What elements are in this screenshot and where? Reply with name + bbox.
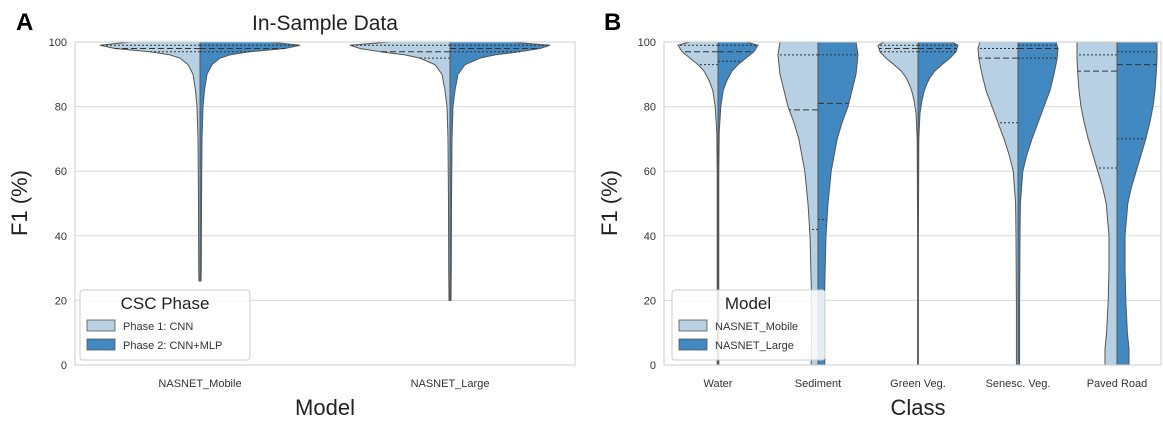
violin-phase-2-cnn-mlp-nasnet-large bbox=[449, 41, 551, 301]
panel-a-anchor bbox=[0, 0, 1, 1]
panel-a-letter: A bbox=[16, 9, 33, 36]
legend-a-label-2: Phase 2: CNN+MLP bbox=[123, 340, 222, 352]
chart-b-yticks: 0 20 40 60 80 100 bbox=[638, 37, 656, 372]
chart-a-yticks: 0 20 40 60 80 100 bbox=[49, 37, 67, 372]
legend-b-box bbox=[671, 289, 826, 361]
legend-b-label-2: NASNET_Large bbox=[715, 340, 794, 352]
chart-a-legend: CSC Phase Phase 1: CNN Phase 2: CNN+MLP bbox=[79, 289, 251, 361]
legend-a-box bbox=[79, 289, 251, 361]
y-tick-label: 80 bbox=[644, 102, 656, 114]
x-tick-label: Senesc. Veg. bbox=[986, 378, 1051, 390]
chart-a-xlabel: Model bbox=[295, 395, 355, 420]
y-tick-label: 40 bbox=[55, 231, 67, 243]
violin-nasnet-large-paved-road bbox=[1116, 41, 1158, 366]
y-tick-label: 20 bbox=[55, 295, 67, 307]
legend-a-swatch-2 bbox=[86, 338, 116, 351]
chart-a-frame bbox=[74, 41, 576, 366]
panel-b-letter: B bbox=[604, 9, 621, 36]
panel-a: A In-Sample Data F1 (%) Model 0 20 40 60 80 1… bbox=[0, 0, 576, 420]
violin-nasnet-mobile-green-veg- bbox=[877, 41, 919, 366]
violin-phase-1-cnn-nasnet-mobile bbox=[99, 41, 201, 282]
violin-phase-2-cnn-mlp-nasnet-mobile bbox=[199, 41, 301, 282]
y-tick-label: 0 bbox=[61, 360, 67, 372]
chart-b-violins bbox=[677, 41, 1158, 366]
y-tick-label: 80 bbox=[55, 102, 67, 114]
chart-a-ylabel: F1 (%) bbox=[7, 170, 32, 236]
chart-a-categories: NASNET_Mobile NASNET_Large bbox=[158, 378, 489, 390]
y-tick-label: 60 bbox=[55, 166, 67, 178]
violin-nasnet-mobile-senesc-veg- bbox=[977, 41, 1019, 366]
chart-b-legend: Model NASNET_Mobile NASNET_Large bbox=[671, 289, 826, 361]
y-tick-label: 100 bbox=[49, 37, 67, 49]
violin-nasnet-mobile-paved-road bbox=[1076, 41, 1118, 366]
legend-b-swatch-2 bbox=[678, 338, 708, 351]
chart-a-violins bbox=[99, 41, 551, 301]
chart-a-title: In-Sample Data bbox=[252, 12, 398, 35]
violin-nasnet-large-senesc-veg- bbox=[1017, 41, 1059, 366]
chart-b-ylabel: F1 (%) bbox=[597, 170, 622, 236]
violin-nasnet-large-green-veg- bbox=[917, 41, 959, 366]
y-tick-label: 20 bbox=[644, 295, 656, 307]
violin-phase-1-cnn-nasnet-large bbox=[349, 41, 451, 301]
legend-a-title: CSC Phase bbox=[121, 294, 210, 313]
chart-b-categories: Water Sediment Green Veg. Senesc. Veg. Paved… bbox=[704, 378, 1148, 390]
x-tick-label: Green Veg. bbox=[890, 378, 946, 390]
x-tick-label: Paved Road bbox=[1087, 378, 1148, 390]
y-tick-label: 0 bbox=[650, 360, 656, 372]
x-tick-label: NASNET_Large bbox=[411, 378, 490, 390]
legend-b-swatch-1 bbox=[678, 319, 708, 332]
x-tick-label: NASNET_Mobile bbox=[158, 378, 241, 390]
y-tick-label: 40 bbox=[644, 231, 656, 243]
y-tick-label: 100 bbox=[638, 37, 656, 49]
legend-a-swatch-1 bbox=[86, 319, 116, 332]
x-tick-label: Sediment bbox=[795, 378, 841, 390]
x-tick-label: Water bbox=[704, 378, 733, 390]
legend-b-label-1: NASNET_Mobile bbox=[715, 321, 798, 333]
chart-b-xlabel: Class bbox=[890, 395, 945, 420]
y-tick-label: 60 bbox=[644, 166, 656, 178]
legend-a-label-1: Phase 1: CNN bbox=[123, 321, 193, 333]
chart-b-frame bbox=[663, 41, 1162, 366]
legend-b-title: Model bbox=[725, 294, 771, 313]
panel-b: B F1 (%) Class 0 20 40 60 80 100 Water Sedimen… bbox=[597, 9, 1162, 420]
